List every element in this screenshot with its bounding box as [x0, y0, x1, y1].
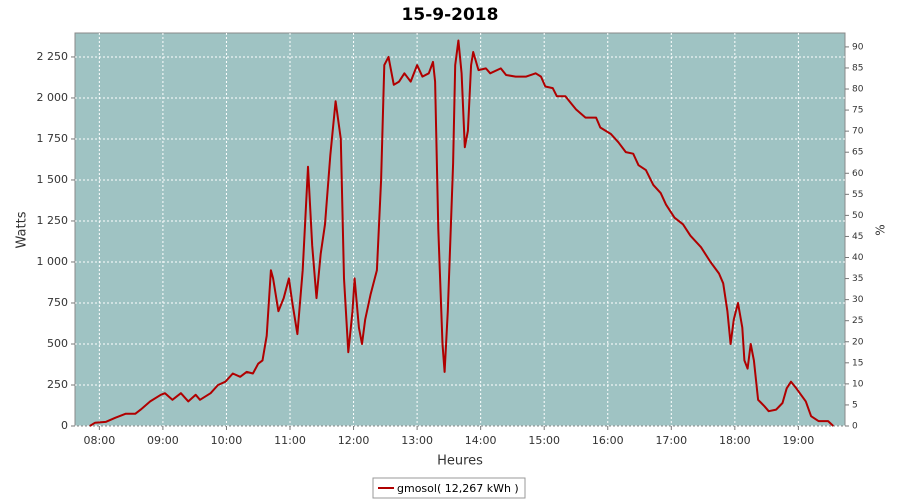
y2-tick-label: 55 [852, 190, 863, 200]
x-tick-label: 09:00 [147, 434, 179, 447]
y-tick-label: 1 500 [37, 173, 69, 186]
y2-tick-label: 40 [852, 253, 864, 263]
y2-tick-label: 90 [852, 42, 864, 52]
x-tick-label: 15:00 [528, 434, 560, 447]
y2-tick-label: 0 [852, 422, 858, 432]
x-tick-label: 08:00 [84, 434, 116, 447]
x-tick-label: 14:00 [465, 434, 497, 447]
chart-title: 15-9-2018 [402, 5, 499, 25]
y-axis-label: Watts [15, 211, 30, 248]
y2-tick-label: 35 [852, 274, 863, 284]
plot-area [74, 32, 846, 427]
legend-box [372, 477, 526, 499]
y2-tick-label: 25 [852, 316, 863, 326]
y2-tick-label: 70 [852, 127, 864, 137]
x-tick-label: 11:00 [274, 434, 306, 447]
y2-tick-label: 60 [852, 169, 864, 179]
y-tick-label: 1 250 [37, 214, 69, 227]
y2-tick-label: 30 [852, 295, 864, 305]
y2-tick-label: 20 [852, 337, 864, 347]
x-tick-label: 18:00 [719, 434, 751, 447]
y2-tick-label: 85 [852, 63, 863, 73]
x-tick-label: 19:00 [783, 434, 815, 447]
y-tick-label: 250 [47, 378, 68, 391]
y-tick-label: 2 250 [37, 50, 69, 63]
y-tick-label: 0 [61, 419, 68, 432]
y2-tick-label: 80 [852, 85, 864, 95]
y2-tick-label: 15 [852, 358, 863, 368]
y-tick-label: 1 750 [37, 132, 69, 145]
y2-tick-label: 75 [852, 106, 863, 116]
y2-axis-label: % [874, 224, 888, 235]
y-tick-label: 500 [47, 337, 68, 350]
legend-label: gmosol( 12,267 kWh ) [397, 482, 519, 495]
x-tick-label: 12:00 [338, 434, 370, 447]
y-tick-label: 750 [47, 296, 68, 309]
x-tick-label: 17:00 [655, 434, 687, 447]
y-tick-label: 1 000 [37, 255, 69, 268]
y2-tick-label: 10 [852, 379, 864, 389]
x-tick-label: 16:00 [592, 434, 624, 447]
y2-tick-label: 45 [852, 232, 863, 242]
x-tick-label: 10:00 [211, 434, 243, 447]
y2-tick-label: 65 [852, 148, 863, 158]
y2-tick-label: 5 [852, 400, 858, 410]
x-axis-label: Heures [437, 454, 483, 469]
series-line [89, 39, 834, 427]
y-tick-label: 2 000 [37, 91, 69, 104]
x-tick-label: 13:00 [401, 434, 433, 447]
y2-tick-label: 50 [852, 211, 864, 221]
